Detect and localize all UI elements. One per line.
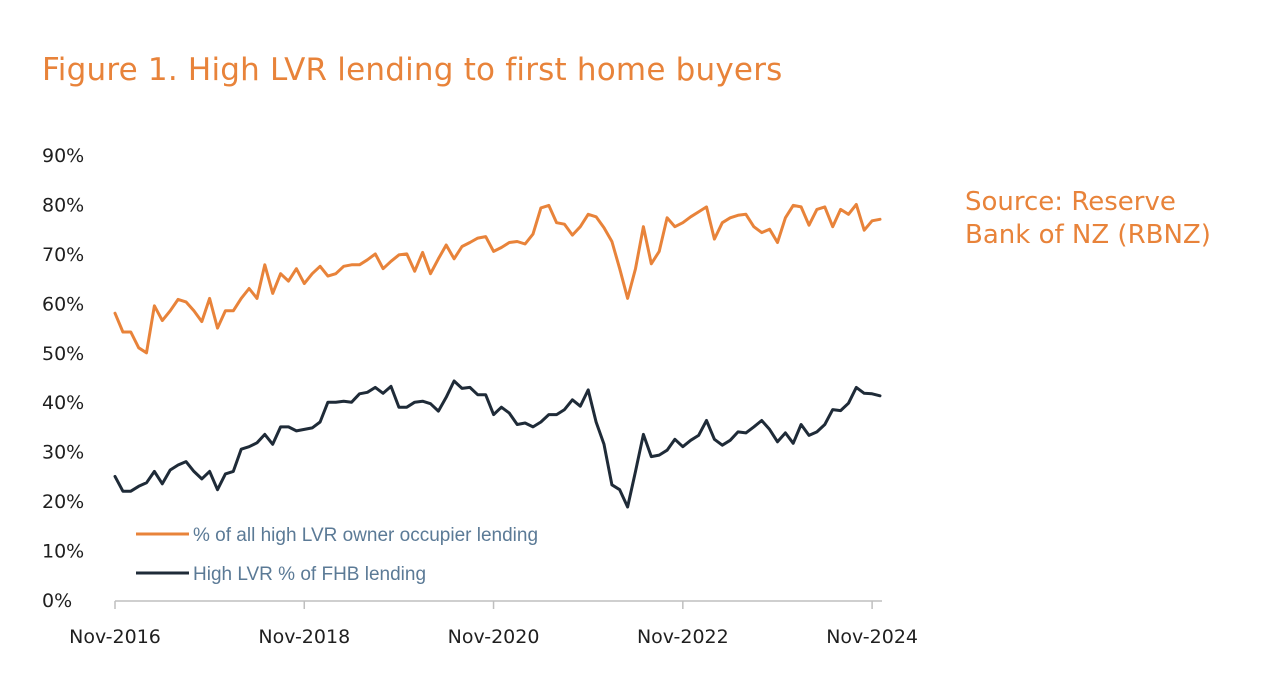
y-tick-label: 40% [42, 392, 84, 414]
x-tick-label: Nov-2018 [258, 626, 350, 648]
y-tick-label: 20% [42, 491, 84, 513]
y-tick-label: 80% [42, 194, 84, 216]
x-tick-label: Nov-2016 [69, 626, 161, 648]
legend-label: % of all high LVR owner occupier lending [193, 525, 538, 546]
x-axis-ticks: Nov-2016 Nov-2018 Nov-2020 Nov-2022 Nov-2024 [69, 601, 918, 648]
legend-label: High LVR % of FHB lending [193, 564, 426, 585]
series-line-all-high-lvr [113, 202, 882, 355]
series-line-fhb-high-lvr [113, 379, 882, 509]
source-note: Source: Reserve Bank of NZ (RBNZ) [965, 186, 1255, 252]
y-axis-ticks: 0% 10% 20% 30% 40% 50% 60% 70% 80% 90% [42, 145, 84, 612]
x-tick-label: Nov-2024 [826, 626, 918, 648]
x-tick-label: Nov-2020 [448, 626, 540, 648]
source-line-1: Source: Reserve [965, 187, 1176, 217]
chart-title: Figure 1. High LVR lending to first home… [42, 52, 783, 88]
y-tick-label: 10% [42, 541, 84, 563]
series-lines [113, 202, 882, 509]
y-tick-label: 60% [42, 293, 84, 315]
legend-item-orange: % of all high LVR owner occupier lending [136, 525, 538, 546]
y-tick-label: 0% [42, 590, 72, 612]
legend: % of all high LVR owner occupier lending… [136, 525, 538, 585]
y-tick-label: 70% [42, 244, 84, 266]
y-tick-label: 50% [42, 343, 84, 365]
x-tick-label: Nov-2022 [637, 626, 729, 648]
legend-item-navy: High LVR % of FHB lending [136, 564, 426, 585]
source-line-2: Bank of NZ (RBNZ) [965, 220, 1211, 250]
y-tick-label: 90% [42, 145, 84, 167]
y-tick-label: 30% [42, 442, 84, 464]
